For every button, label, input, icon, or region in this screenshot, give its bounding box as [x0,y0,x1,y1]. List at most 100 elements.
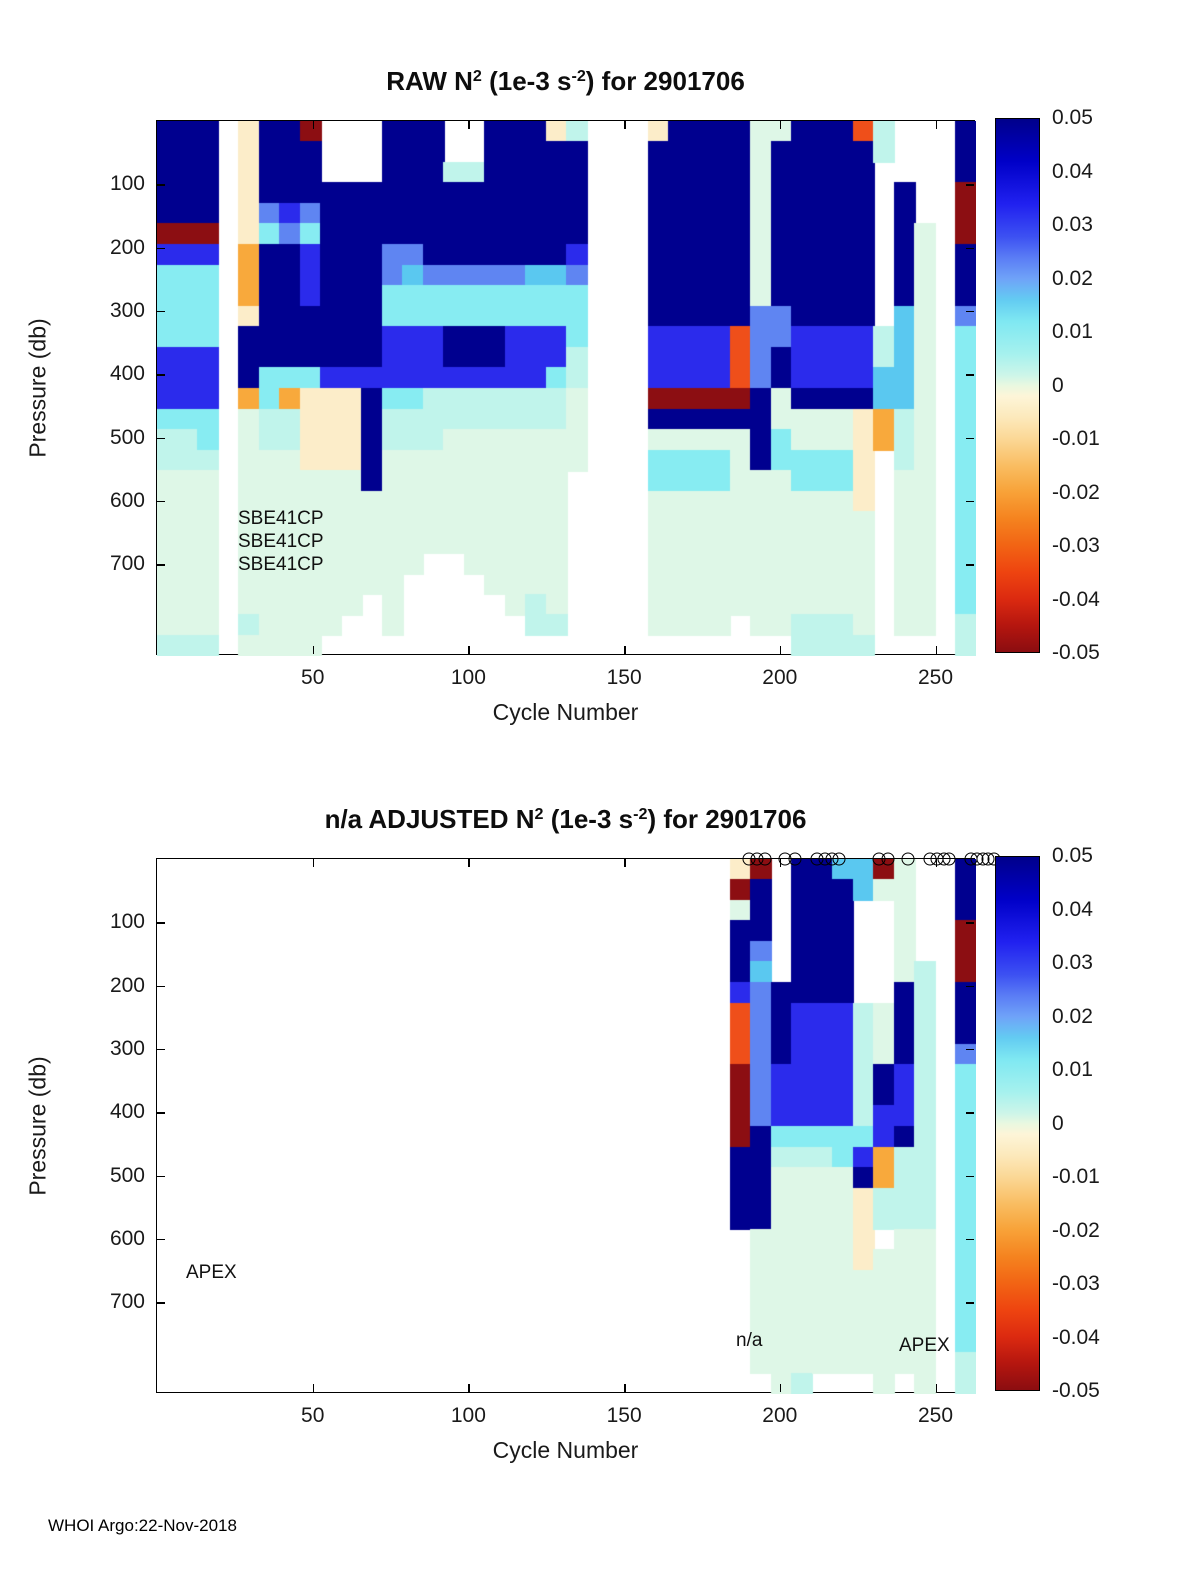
y-tick [157,1302,165,1304]
x-tick-label: 200 [762,1404,798,1427]
colorbar-tick-label: 0.01 [1052,320,1093,343]
y-tick-label: 600 [109,488,145,512]
x-tick [935,646,938,654]
x-tick [935,121,938,129]
marker-circle [788,852,802,866]
marker-circle [942,852,956,866]
footer-credit: WHOI Argo:22-Nov-2018 [48,1516,237,1535]
y-tick-label: 100 [109,172,145,196]
chart-adjusted-n2: n/a ADJUSTED N2 (1e-3 s-2) for 2901706 P… [25,804,1100,1463]
colorbar-tick-label: 0.05 [1052,844,1093,867]
colorbar: 0.05 0.04 0.03 0.02 0.01 0 -0.01 -0.02 -0.03 -0.0… [995,844,1100,1402]
y-tick [966,500,974,503]
x-tick [779,121,782,129]
y-tick [157,310,165,313]
x-tick-label: 50 [301,666,325,689]
colorbar-tick-label: 0.01 [1052,1058,1093,1081]
x-tick-label: 250 [917,666,954,689]
y-tick [966,1302,974,1304]
x-tick-label: 100 [450,666,486,689]
y-tick [157,985,165,988]
y-tick [157,247,165,250]
annotation-sbe41cp: SBE41CP [238,508,324,529]
y-tick [966,310,974,313]
annotation-sbe41cp: SBE41CP [238,554,324,575]
y-tick [157,1238,165,1241]
y-tick-label: 200 [109,235,145,259]
colorbar-tick-label: -0.05 [1052,1379,1100,1402]
colorbar-tick-label: -0.04 [1052,587,1100,611]
plot-area: 50 100 150 200 250 100 200 300 400 500 600 700 APEX n… [110,852,1001,1427]
x-tick [468,859,470,867]
y-tick [966,1238,974,1241]
y-tick-label: 400 [109,362,145,386]
colorbar: 0.05 0.04 0.03 0.02 0.01 0 -0.01 -0.02 -0.03 -0.0… [995,106,1100,664]
title-text: (1e-3 s [481,66,572,96]
y-tick [157,1048,165,1051]
x-tick [312,1384,315,1392]
annotation-apex: APEX [899,1335,950,1356]
title-text: RAW N [386,66,473,96]
x-tick-label: 150 [606,1404,642,1427]
y-tick-label: 700 [109,552,145,576]
colorbar-gradient [995,118,1040,653]
colorbar-tick-label: -0.04 [1052,1325,1100,1349]
x-tick [624,1384,626,1392]
x-tick-label: 150 [606,666,642,689]
title-text: (1e-3 s [543,804,634,834]
y-tick [157,1112,165,1114]
x-tick-label: 100 [450,1404,486,1427]
colorbar-tick-label: 0.04 [1052,897,1093,921]
colorbar-tick-label: 0.02 [1052,266,1093,290]
y-axis-label: Pressure (db) [24,317,51,458]
chart-title: n/a ADJUSTED N2 (1e-3 s-2) for 2901706 [76,804,1055,835]
x-tick [468,1384,470,1392]
colorbar-tick-label: -0.02 [1052,1218,1100,1242]
colorbar-gradient [995,856,1040,1391]
adjusted-heatmap-canvas [157,859,976,1394]
y-tick [966,374,974,376]
title-superscript: -2 [571,67,586,86]
colorbar-tick-label: -0.03 [1052,534,1100,557]
y-tick [966,1175,974,1178]
y-tick [966,247,974,250]
colorbar-tick-label: -0.05 [1052,641,1100,664]
x-axis-label: Cycle Number [492,699,639,725]
colorbar-tick-label: -0.02 [1052,480,1100,504]
y-tick-label: 600 [109,1226,145,1250]
colorbar-tick-label: 0.03 [1052,951,1093,974]
y-tick-label: 700 [109,1290,145,1314]
marker-circle [901,852,915,866]
x-tick [468,121,470,129]
x-tick [468,646,470,654]
title-superscript: 2 [534,805,544,824]
colorbar-tick-label: 0 [1052,373,1064,397]
y-tick-label: 500 [109,1163,145,1187]
title-text: ) for 2901706 [647,804,807,834]
x-tick [624,121,626,129]
chart-title: RAW N2 (1e-3 s-2) for 2901706 [76,66,1055,97]
annotation-apex: APEX [186,1262,237,1283]
y-tick [966,564,974,566]
title-superscript: 2 [472,67,482,86]
plot-area: 50 100 150 200 250 100 200 300 400 500 600 700 SBE41… [110,120,976,689]
x-tick-label: 50 [301,1404,325,1427]
y-tick [966,985,974,988]
marker-circle [832,852,846,866]
y-tick [157,922,165,924]
chart-raw-n2: RAW N2 (1e-3 s-2) for 2901706 Pressure (… [25,66,1100,725]
colorbar-tick-label: 0.03 [1052,213,1093,236]
x-tick [312,646,315,654]
colorbar-tick-label: 0.05 [1052,106,1093,129]
y-tick [157,1175,165,1178]
y-tick [157,500,165,503]
y-tick [966,1112,974,1114]
colorbar-tick-label: 0 [1052,1111,1064,1135]
title-superscript: -2 [633,805,648,824]
raw-heatmap-canvas [157,121,976,656]
x-tick [779,1384,782,1392]
colorbar-tick-label: -0.01 [1052,427,1100,450]
y-tick [966,437,974,440]
annotation-sbe41cp: SBE41CP [238,531,324,552]
